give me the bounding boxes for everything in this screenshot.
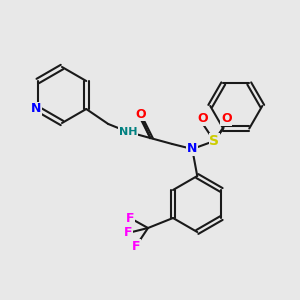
Text: O: O <box>197 112 208 125</box>
Text: N: N <box>187 142 197 155</box>
Text: F: F <box>132 239 140 253</box>
Text: S: S <box>209 134 219 148</box>
Text: O: O <box>221 112 232 125</box>
Text: O: O <box>135 107 146 121</box>
Text: F: F <box>126 212 134 224</box>
Text: F: F <box>124 226 132 239</box>
Text: NH: NH <box>119 127 137 137</box>
Text: N: N <box>31 103 41 116</box>
